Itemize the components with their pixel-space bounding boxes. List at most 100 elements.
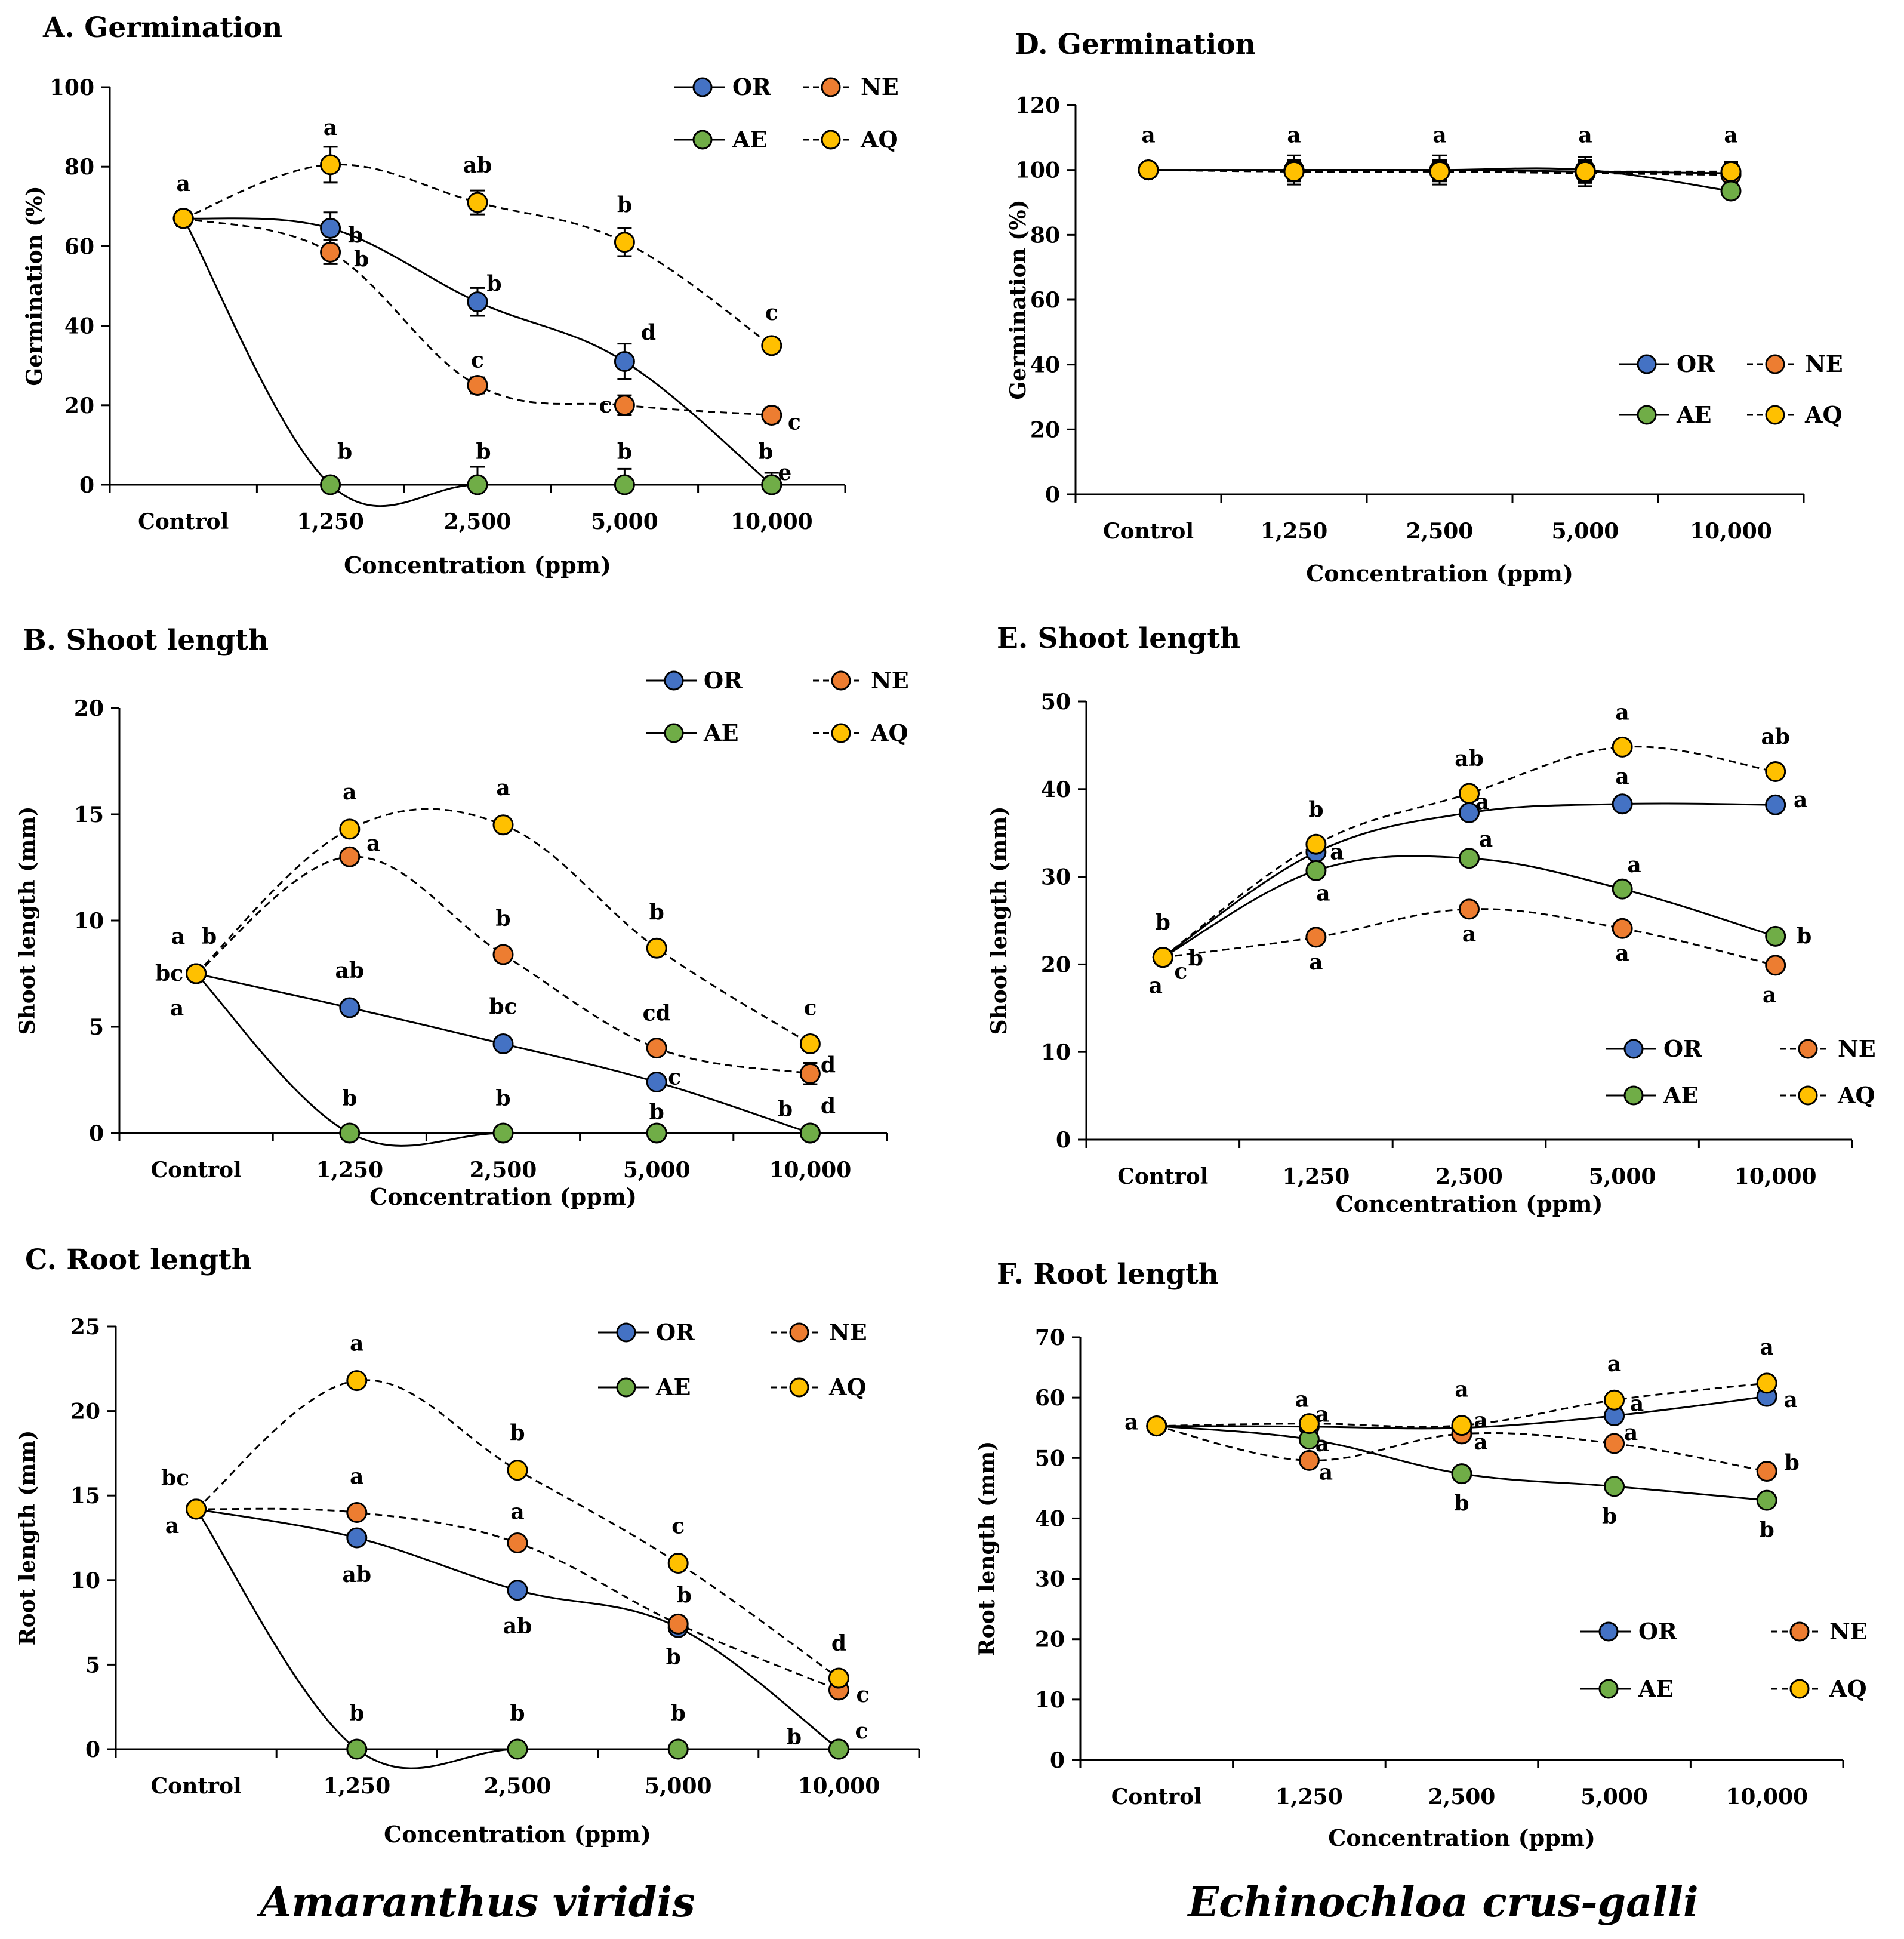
significance-letter: b	[348, 223, 363, 248]
significance-letter: a	[1615, 700, 1629, 725]
legend-item-aq: AQ	[771, 1374, 867, 1401]
significance-letter: a	[350, 1331, 363, 1356]
significance-letter: b	[342, 1086, 357, 1111]
significance-letter: e	[778, 460, 791, 485]
data-point-aq	[492, 814, 514, 836]
significance-letter: a	[1287, 123, 1301, 148]
legend-item-ne: NE	[813, 667, 909, 694]
significance-letter: a	[1607, 1352, 1621, 1377]
data-point-ne	[467, 375, 488, 396]
legend-label: NE	[861, 73, 899, 100]
data-point-ae	[507, 1738, 528, 1760]
series-line-aq	[183, 164, 772, 347]
significance-letter: a	[1479, 827, 1493, 852]
y-tick-label: 0	[1050, 1748, 1065, 1773]
species-label-right: Echinochloa crus-galli	[1187, 1879, 1698, 1926]
y-tick-label: 15	[74, 802, 104, 827]
chart-title: E. Shoot length	[997, 622, 1240, 655]
data-point-aq	[186, 1498, 207, 1520]
data-point-ne	[1756, 1461, 1777, 1482]
y-tick-label: 0	[1056, 1128, 1071, 1153]
y-tick-label: 5	[89, 1015, 104, 1040]
significance-letter: a	[1149, 974, 1163, 999]
x-tick-label: 1,250	[1276, 1784, 1343, 1809]
legend-swatch-marker	[1789, 1621, 1810, 1642]
chart-title: C. Root length	[25, 1244, 252, 1276]
y-tick-label: 20	[1035, 1627, 1065, 1652]
x-tick-label: 2,500	[1428, 1784, 1496, 1809]
legend-label: NE	[1805, 350, 1843, 377]
x-tick-label: 5,000	[591, 509, 658, 534]
legend-swatch-marker	[1798, 1039, 1818, 1059]
y-tick-label: 100	[50, 75, 94, 100]
significance-letter: a	[1295, 1387, 1309, 1412]
significance-letter: a	[1316, 881, 1330, 906]
significance-letter: ab	[503, 1614, 532, 1639]
significance-letter: a	[1455, 1377, 1468, 1402]
significance-letter: a	[1315, 1432, 1329, 1457]
x-axis-label: Concentration (ppm)	[384, 1821, 651, 1848]
data-point-or	[320, 217, 341, 239]
legend-item-or: OR	[674, 73, 771, 100]
significance-letter: c	[668, 1065, 681, 1090]
legend-item-ae: AE	[1606, 1082, 1698, 1109]
significance-letter: d	[821, 1052, 836, 1078]
significance-letter: b	[666, 1645, 681, 1670]
y-tick-label: 10	[70, 1568, 100, 1593]
significance-letter: c	[856, 1682, 869, 1707]
y-tick-label: 20	[70, 1399, 100, 1424]
legend-swatch-marker	[1637, 354, 1657, 374]
data-point-aq	[1720, 161, 1742, 182]
data-point-aq	[1451, 1415, 1472, 1436]
significance-letter: b	[1760, 1518, 1774, 1543]
data-point-or	[646, 1072, 667, 1093]
data-point-ne	[492, 944, 514, 965]
data-point-aq	[507, 1460, 528, 1481]
legend-label: AQ	[1837, 1082, 1875, 1109]
data-point-aq	[1152, 947, 1173, 968]
y-axis-label: Germination (%)	[22, 186, 47, 386]
x-tick-label: 10,000	[1726, 1784, 1808, 1809]
significance-letter: ab	[343, 1562, 372, 1587]
legend-swatch-marker	[1637, 405, 1657, 425]
data-point-ne	[1298, 1449, 1320, 1471]
legend-label: AQ	[828, 1374, 867, 1401]
legend-item-ae: AE	[1580, 1675, 1673, 1702]
legend-label: AE	[703, 719, 738, 746]
data-point-ae	[761, 474, 782, 495]
y-tick-label: 10	[1035, 1688, 1065, 1713]
data-point-aq	[1298, 1413, 1320, 1435]
y-tick-label: 20	[1041, 952, 1071, 977]
legend-label: OR	[656, 1319, 695, 1346]
data-point-aq	[172, 208, 194, 229]
significance-letter: a	[1794, 787, 1807, 812]
significance-letter: a	[170, 996, 184, 1021]
data-point-aq	[1146, 1415, 1167, 1437]
significance-letter: ab	[1455, 746, 1484, 771]
legend-label: NE	[871, 667, 909, 694]
legend-swatch-marker	[664, 670, 684, 691]
legend-item-or: OR	[1606, 1035, 1702, 1062]
y-tick-label: 20	[74, 696, 104, 721]
legend-item-ne: NE	[1747, 350, 1843, 377]
data-point-aq	[614, 232, 635, 253]
legend-swatch-marker	[821, 130, 841, 150]
data-point-ne	[1459, 898, 1480, 920]
y-tick-label: 5	[85, 1652, 100, 1678]
data-point-aq	[1612, 736, 1633, 758]
y-axis-label: Root length (mm)	[15, 1430, 40, 1646]
legend-item-aq: AQ	[813, 719, 908, 746]
data-point-ae	[1604, 1476, 1625, 1497]
chart-panel-d: D. Germination 0 20 40 60 80 100 120 Control 1,25…	[1006, 28, 1843, 587]
x-tick-label: 5,000	[645, 1774, 712, 1799]
data-point-or	[1765, 794, 1786, 815]
legend-item-aq: AQ	[1780, 1082, 1875, 1109]
significance-letter: c	[788, 410, 801, 435]
x-tick-label: 2,500	[444, 509, 512, 534]
chart-panel-c: C. Root length 0 5 10 15 20 25 Control 1,250 2,50…	[15, 1244, 920, 1848]
significance-letter: b	[617, 439, 632, 464]
significance-letter: c	[599, 393, 612, 418]
significance-letter: ab	[335, 958, 365, 983]
legend-swatch-marker	[831, 723, 851, 743]
data-point-aq	[646, 937, 667, 959]
